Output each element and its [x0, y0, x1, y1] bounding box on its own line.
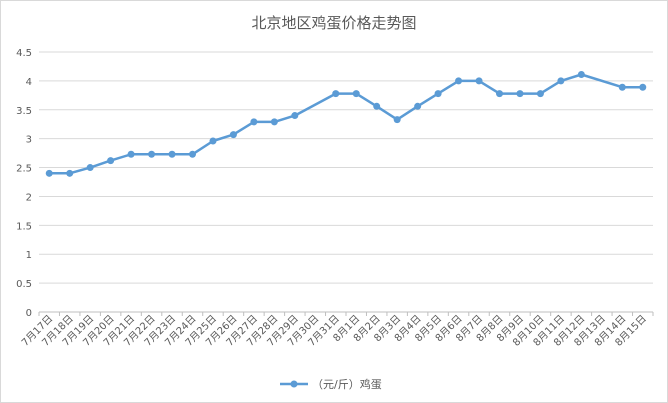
data-point[interactable] [496, 90, 503, 98]
data-point[interactable] [66, 169, 74, 177]
series-line [49, 73, 643, 175]
data-point[interactable] [373, 102, 381, 110]
x-axis-ticks: 7月17日7月18日7月19日7月20日7月21日7月22日7月23日7月24日… [19, 312, 654, 349]
data-point[interactable] [639, 83, 647, 91]
data-point[interactable] [475, 77, 483, 85]
y-tick-label: 2.5 [16, 164, 32, 175]
y-tick-label: 1 [26, 250, 32, 261]
data-point[interactable] [148, 150, 156, 158]
data-point[interactable] [332, 90, 340, 98]
data-point[interactable] [270, 118, 278, 126]
data-point[interactable] [414, 102, 422, 110]
legend-marker [290, 380, 298, 388]
data-point[interactable] [189, 150, 196, 158]
data-point[interactable] [577, 71, 585, 79]
data-point[interactable] [434, 90, 442, 98]
legend-label: （元/斤）鸡蛋 [312, 377, 382, 391]
y-tick-label: 3.5 [16, 106, 32, 117]
y-axis-ticks: 0 0.5 1 1.5 2 2.5 3 3.5 4 4.5 [16, 48, 32, 319]
data-point[interactable] [557, 77, 565, 85]
data-point[interactable] [45, 169, 53, 177]
data-point[interactable] [127, 150, 135, 158]
y-tick-label: 0.5 [16, 279, 32, 290]
gridlines [39, 51, 653, 313]
y-tick-label: 3 [26, 135, 32, 146]
data-point[interactable] [516, 90, 524, 98]
y-tick-label: 1.5 [16, 221, 32, 232]
data-point[interactable] [618, 83, 626, 91]
data-point[interactable] [291, 112, 299, 120]
legend[interactable]: （元/斤）鸡蛋 [280, 377, 382, 391]
data-point[interactable] [168, 150, 176, 158]
y-tick-label: 0 [26, 308, 32, 319]
data-point[interactable] [107, 157, 115, 165]
data-point[interactable] [352, 90, 360, 98]
series-layer [45, 71, 647, 177]
data-point[interactable] [209, 137, 217, 145]
data-point[interactable] [229, 131, 237, 139]
y-tick-label: 4.5 [16, 48, 32, 59]
y-tick-label: 2 [26, 192, 32, 203]
y-tick-label: 4 [26, 77, 32, 88]
data-point[interactable] [86, 164, 94, 172]
data-point[interactable] [536, 90, 544, 98]
data-point[interactable] [455, 77, 463, 85]
data-point[interactable] [250, 118, 258, 126]
chart-title: 北京地区鸡蛋价格走势图 [251, 14, 416, 32]
data-point[interactable] [393, 116, 401, 124]
